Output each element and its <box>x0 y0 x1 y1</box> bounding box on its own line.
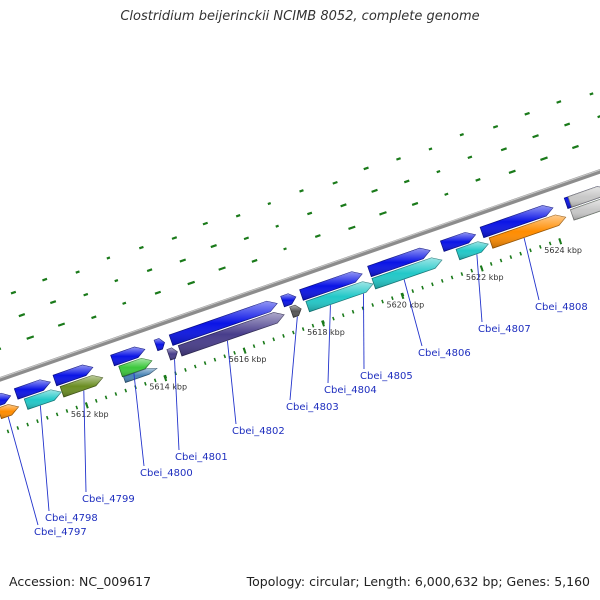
gene-label-leader <box>226 340 237 425</box>
gene-label-cbei-4806: Cbei_4806 <box>418 348 471 359</box>
gene-label-cbei-4807: Cbei_4807 <box>478 324 531 335</box>
accession-text: Accession: NC_009617 <box>9 574 152 589</box>
gene-label-cbei-4798: Cbei_4798 <box>45 513 98 524</box>
gene-label-leader <box>327 305 331 384</box>
tick-label: 5622 kbp <box>466 273 504 282</box>
sequence-backbone <box>0 169 600 382</box>
gene-label-track: Cbei_4797 Cbei_4798 Cbei_4799 Cbei_4800 Cbei… <box>7 237 588 538</box>
tick-label: 5624 kbp <box>544 246 582 255</box>
gene-label-leader <box>403 279 423 347</box>
gene-label-leader <box>523 237 540 301</box>
gene-label-cbei-4804: Cbei_4804 <box>324 385 377 396</box>
gene-label-cbei-4801: Cbei_4801 <box>175 452 228 463</box>
tick-label: 5618 kbp <box>307 328 345 337</box>
gene-label-cbei-4797: Cbei_4797 <box>34 527 87 538</box>
topology-text: Topology: circular; Length: 6,000,632 bp… <box>246 574 590 589</box>
gene-label-cbei-4808: Cbei_4808 <box>535 302 588 313</box>
tick-label: 5616 kbp <box>229 355 267 364</box>
tick-mark <box>163 375 168 382</box>
gene-label-cbei-4802: Cbei_4802 <box>232 426 285 437</box>
gene-label-cbei-4799: Cbei_4799 <box>82 494 135 505</box>
gene-label-leader <box>174 359 180 451</box>
gene-label-cbei-4805: Cbei_4805 <box>360 371 413 382</box>
gene-label-cbei-4800: Cbei_4800 <box>140 468 193 479</box>
gene-label-leader <box>39 405 50 512</box>
gene-label-cbei-4803: Cbei_4803 <box>286 402 339 413</box>
gene-label-leader <box>83 390 87 493</box>
tick-label: 5614 kbp <box>149 383 187 392</box>
tick-mark <box>400 292 405 300</box>
gene-label-leader <box>363 293 365 370</box>
map-title: Clostridium beijerinckii NCIMB 8052, com… <box>120 9 480 24</box>
tick-track: 5612 kbp 5614 kbp 5616 kbp 5618 kbp 5620 kbp… <box>6 238 582 434</box>
tick-label: 5620 kbp <box>387 301 425 310</box>
tick-mark <box>558 238 563 245</box>
feature-track <box>0 186 600 420</box>
gene-label-leader <box>7 416 39 526</box>
gene-label-leader <box>289 316 298 401</box>
tick-mark <box>321 320 325 327</box>
backbone-line <box>0 169 600 382</box>
gene-label-leader <box>133 373 145 467</box>
gene-label-leader <box>476 254 483 323</box>
gc-content-track <box>0 92 600 350</box>
tick-label: 5612 kbp <box>71 410 109 419</box>
